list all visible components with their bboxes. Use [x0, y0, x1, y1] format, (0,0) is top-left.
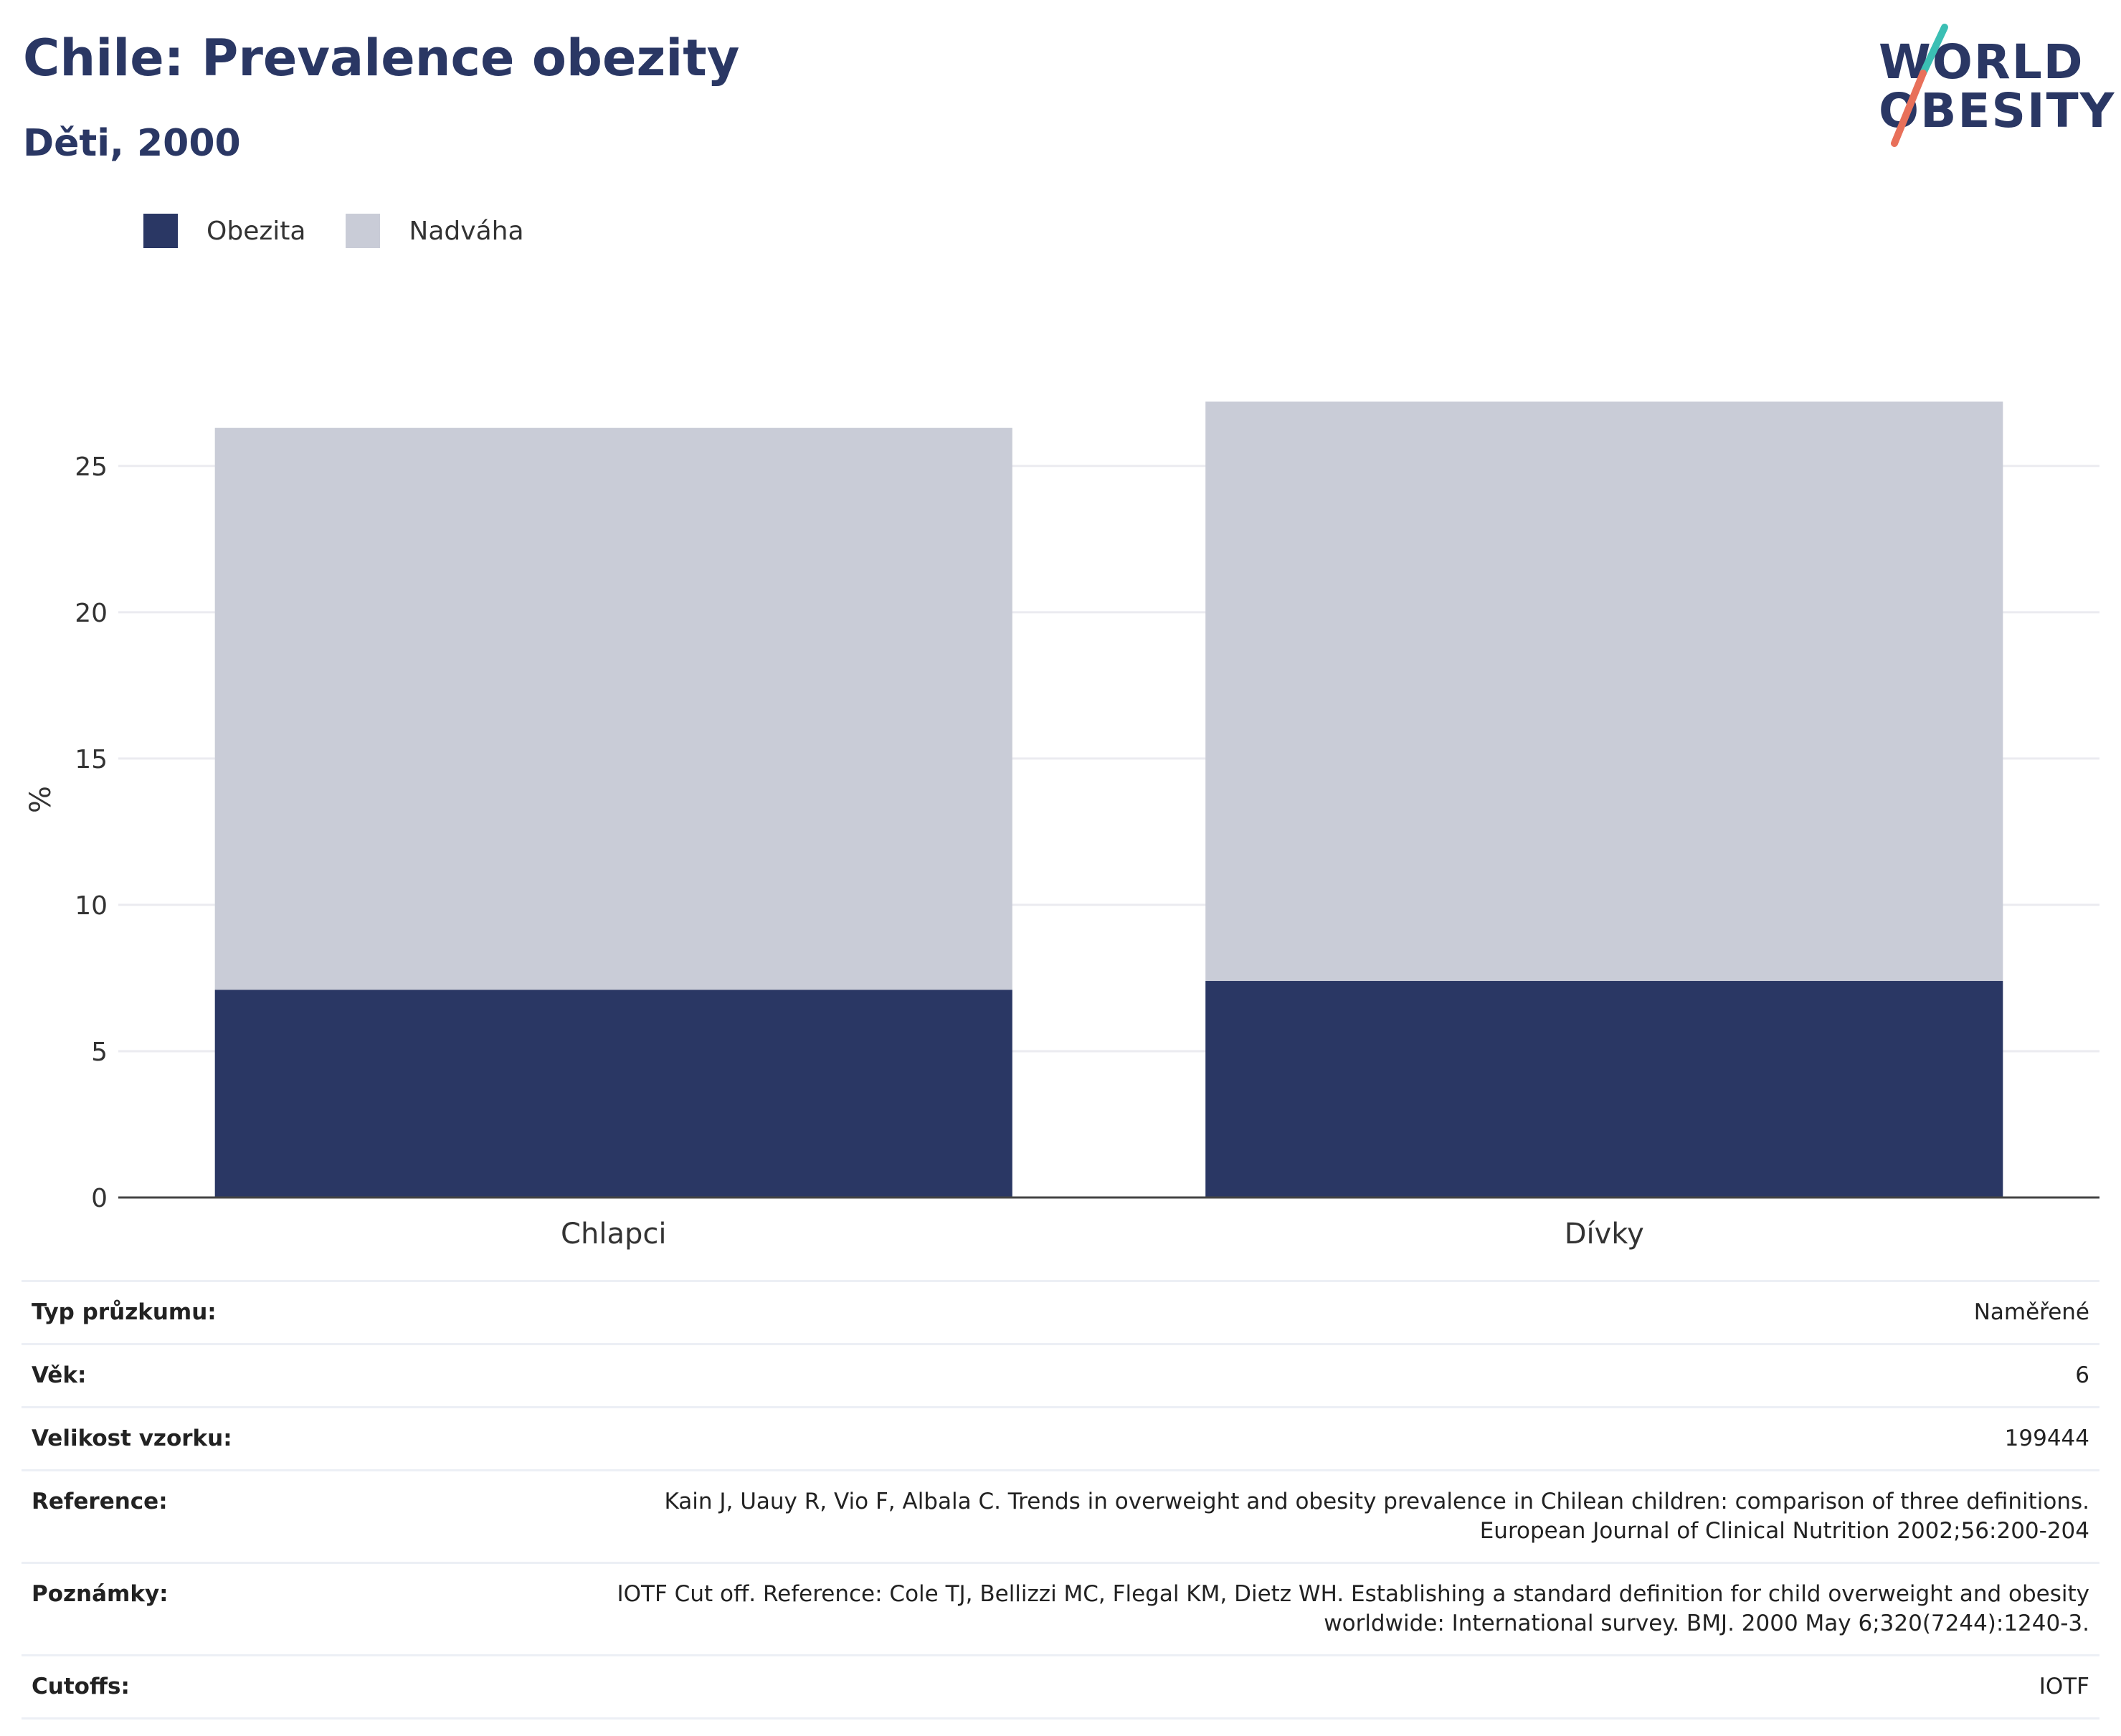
- info-value-line: 199444: [2004, 1426, 2089, 1451]
- legend-item-obezita[interactable]: Obezita: [143, 214, 305, 248]
- x-tick-label: Chlapci: [561, 1218, 666, 1251]
- legend-swatch-nadvaha: [346, 214, 381, 248]
- y-axis-label: %: [24, 786, 57, 813]
- info-value-line: IOTF Cut off. Reference: Cole TJ, Belliz…: [617, 1581, 2089, 1607]
- stacked-bar-chart: 0 5 10 15 20 25% Chlapci Dívky: [24, 402, 2099, 1251]
- bar-obezita: [1205, 981, 2003, 1197]
- info-row-sample-size: Velikost vzorku: 199444: [22, 1406, 2099, 1471]
- info-label: Velikost vzorku:: [22, 1406, 472, 1471]
- y-tick-label: 10: [75, 891, 108, 921]
- info-value-line: European Journal of Clinical Nutrition 2…: [1479, 1518, 2089, 1544]
- info-value: 6: [472, 1343, 2099, 1408]
- info-row-reference: Reference: Kain J, Uauy R, Vio F, Albala…: [22, 1469, 2099, 1563]
- legend-item-nadvaha[interactable]: Nadváha: [346, 214, 524, 248]
- info-value-line: Kain J, Uauy R, Vio F, Albala C. Trends …: [664, 1489, 2089, 1514]
- bar-nadv-ha: [1205, 402, 2003, 982]
- world-obesity-logo[interactable]: WORLD OBESITY: [1864, 14, 2114, 158]
- info-row-notes: Poznámky: IOTF Cut off. Reference: Cole …: [22, 1562, 2099, 1656]
- info-label: Reference:: [22, 1469, 472, 1563]
- bar-nadv-ha: [214, 427, 1012, 990]
- info-label: Cutoffs:: [22, 1654, 472, 1720]
- info-value: IOTF: [472, 1654, 2099, 1720]
- chart-title: Chile: Prevalence obezity: [23, 29, 740, 87]
- logo-slash-icon: [1891, 24, 1948, 147]
- info-value: 199444: [472, 1406, 2099, 1471]
- info-row-survey-type: Typ průzkumu: Naměřené: [22, 1280, 2099, 1344]
- y-tick-label: 5: [91, 1038, 108, 1067]
- info-row-age: Věk: 6: [22, 1343, 2099, 1408]
- info-value: Naměřené: [472, 1280, 2099, 1344]
- chart-subtitle: Děti, 2000: [23, 122, 241, 165]
- y-tick-label: 25: [75, 452, 108, 482]
- survey-info-table: Typ průzkumu: Naměřené Věk: 6 Velikost v…: [22, 1280, 2099, 1720]
- info-value-line: worldwide: International survey. BMJ. 20…: [1324, 1611, 2089, 1636]
- info-label: Typ průzkumu:: [22, 1280, 472, 1344]
- info-label: Poznámky:: [22, 1562, 472, 1656]
- info-value-line: Naměřené: [1973, 1299, 2089, 1325]
- logo-text-world: WORLD: [1879, 34, 2084, 90]
- info-label: Věk:: [22, 1343, 472, 1408]
- info-value-line: 6: [2075, 1362, 2089, 1388]
- y-tick-label: 20: [75, 599, 108, 628]
- info-value: Kain J, Uauy R, Vio F, Albala C. Trends …: [472, 1469, 2099, 1563]
- bar-obezita: [214, 990, 1012, 1197]
- legend-label-obezita: Obezita: [207, 216, 306, 246]
- info-value: IOTF Cut off. Reference: Cole TJ, Belliz…: [472, 1562, 2099, 1656]
- info-row-cutoffs: Cutoffs: IOTF: [22, 1654, 2099, 1720]
- legend-swatch-obezita: [143, 214, 178, 248]
- chart-legend: Obezita Nadváha: [143, 214, 564, 248]
- legend-label-nadvaha: Nadváha: [409, 216, 524, 246]
- info-value-line: IOTF: [2039, 1674, 2089, 1699]
- y-tick-label: 0: [91, 1184, 108, 1213]
- x-tick-label: Dívky: [1565, 1218, 1644, 1251]
- y-tick-label: 15: [75, 745, 108, 774]
